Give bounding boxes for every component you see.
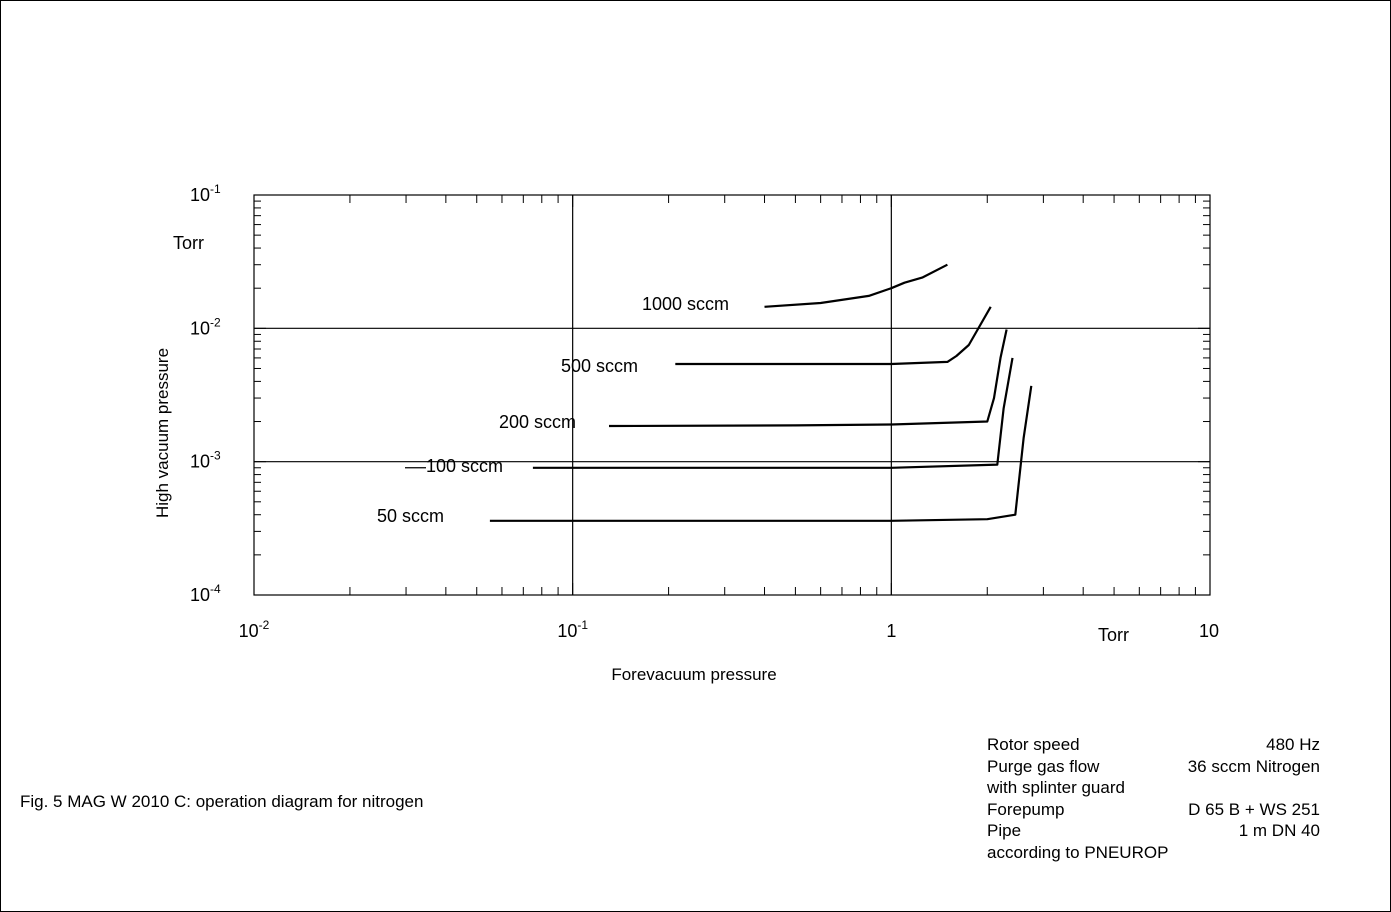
y-axis-title: High vacuum pressure [153, 348, 172, 518]
spec-value: 36 sccm Nitrogen [1187, 756, 1320, 776]
series-line [532, 357, 1014, 469]
x-tick-label: 1 [886, 621, 896, 641]
y-tick-label: 10-2 [190, 315, 221, 338]
spec-value: 1 m DN 40 [1238, 821, 1320, 840]
x-tick-label: 10-2 [239, 618, 270, 641]
operating-conditions: Rotor speed 480 Hz Purge gas flow 36 scc… [987, 734, 1320, 863]
series-label: 500 sccm [561, 356, 638, 376]
spec-label: Forepump [987, 799, 1065, 819]
x-axis-title: Forevacuum pressure [611, 665, 776, 684]
spec-label: Pipe [987, 821, 1022, 840]
spec-label: with splinter guard [987, 778, 1125, 797]
series-label: 100 sccm [426, 456, 503, 476]
spec-label: Purge gas flow [987, 756, 1100, 776]
spec-splinter-guard: with splinter guard [987, 777, 1320, 799]
spec-rotor-speed: Rotor speed 480 Hz [987, 734, 1320, 756]
spec-label: according to PNEUROP [987, 842, 1169, 862]
spec-pipe: Pipe 1 m DN 40 [987, 820, 1320, 842]
series-label: 50 sccm [377, 506, 444, 526]
series-line [608, 329, 1008, 428]
x-tick-label: 10 [1199, 621, 1219, 641]
figure-caption: Fig. 5 MAG W 2010 C: operation diagram f… [20, 792, 424, 811]
spec-label: Rotor speed [987, 735, 1080, 754]
spec-value: 480 Hz [1266, 735, 1320, 754]
spec-purge-gas-flow: Purge gas flow 36 sccm Nitrogen [987, 756, 1320, 778]
y-tick-label: 10-1 [190, 182, 221, 205]
series-line [675, 306, 992, 366]
x-tick-label: 10-1 [557, 618, 588, 641]
spec-value: D 65 B + WS 251 [1188, 799, 1320, 819]
axis-ticks [253, 195, 1210, 596]
axis-labels: 10-2 10-1 1 10 10-4 10-3 10-2 10-1 1000 sccm 500 … [190, 182, 1219, 641]
spec-pneurop: according to PNEUROP [987, 842, 1320, 864]
series-label: 200 sccm [499, 412, 576, 432]
y-tick-label: 10-4 [190, 582, 221, 605]
y-axis-unit: Torr [173, 233, 204, 253]
grid-lines [254, 195, 1210, 595]
data-series [405, 263, 1033, 522]
series-line [764, 263, 948, 308]
spec-forepump: Forepump D 65 B + WS 251 [987, 799, 1320, 821]
y-tick-label: 10-3 [190, 449, 221, 472]
series-label: 1000 sccm [642, 294, 729, 314]
series-line [489, 385, 1033, 522]
plot-area [253, 194, 1211, 596]
x-axis-unit: Torr [1098, 625, 1129, 645]
